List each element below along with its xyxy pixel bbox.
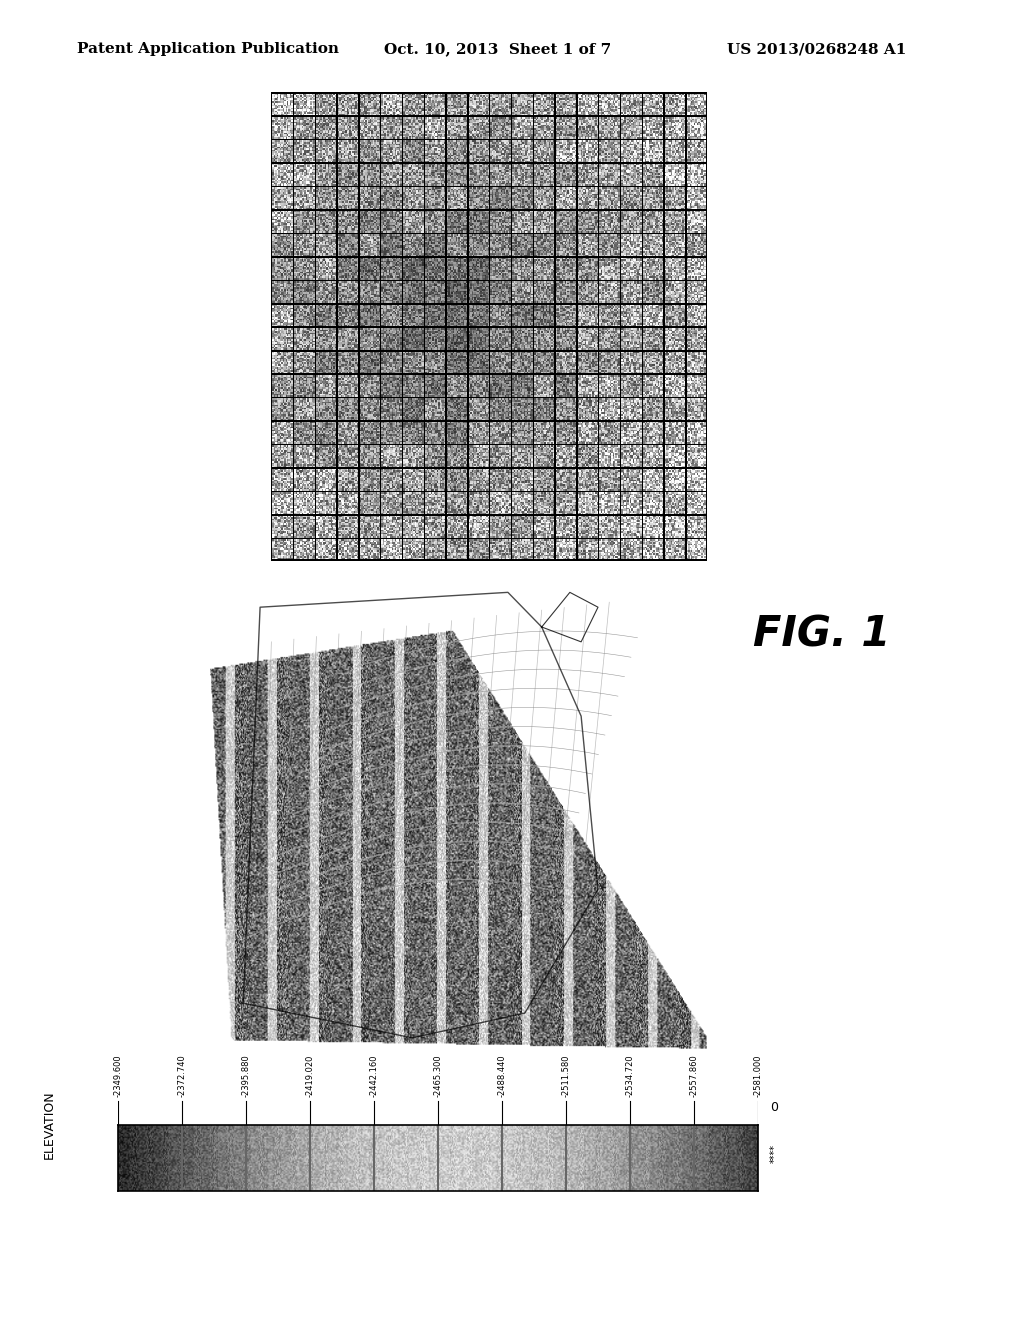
Text: ELEVATION: ELEVATION bbox=[43, 1090, 55, 1159]
Text: -2442.160: -2442.160 bbox=[370, 1055, 378, 1097]
Text: Oct. 10, 2013  Sheet 1 of 7: Oct. 10, 2013 Sheet 1 of 7 bbox=[384, 42, 611, 57]
Text: 0: 0 bbox=[770, 1101, 778, 1114]
Text: FIG. 1: FIG. 1 bbox=[753, 614, 890, 656]
Text: -2557.860: -2557.860 bbox=[689, 1055, 698, 1097]
Text: ****: **** bbox=[770, 1144, 780, 1163]
Text: -2372.740: -2372.740 bbox=[177, 1055, 186, 1097]
Text: -2419.020: -2419.020 bbox=[305, 1055, 314, 1097]
Text: US 2013/0268248 A1: US 2013/0268248 A1 bbox=[727, 42, 906, 57]
Text: -2511.580: -2511.580 bbox=[561, 1055, 570, 1097]
Text: -2395.880: -2395.880 bbox=[242, 1055, 250, 1097]
Text: -2349.600: -2349.600 bbox=[114, 1055, 122, 1097]
Text: Patent Application Publication: Patent Application Publication bbox=[77, 42, 339, 57]
Text: -2581.000: -2581.000 bbox=[754, 1055, 762, 1097]
Text: -2488.440: -2488.440 bbox=[498, 1055, 506, 1097]
Text: -2534.720: -2534.720 bbox=[626, 1055, 634, 1097]
Text: -2465.300: -2465.300 bbox=[433, 1055, 442, 1097]
